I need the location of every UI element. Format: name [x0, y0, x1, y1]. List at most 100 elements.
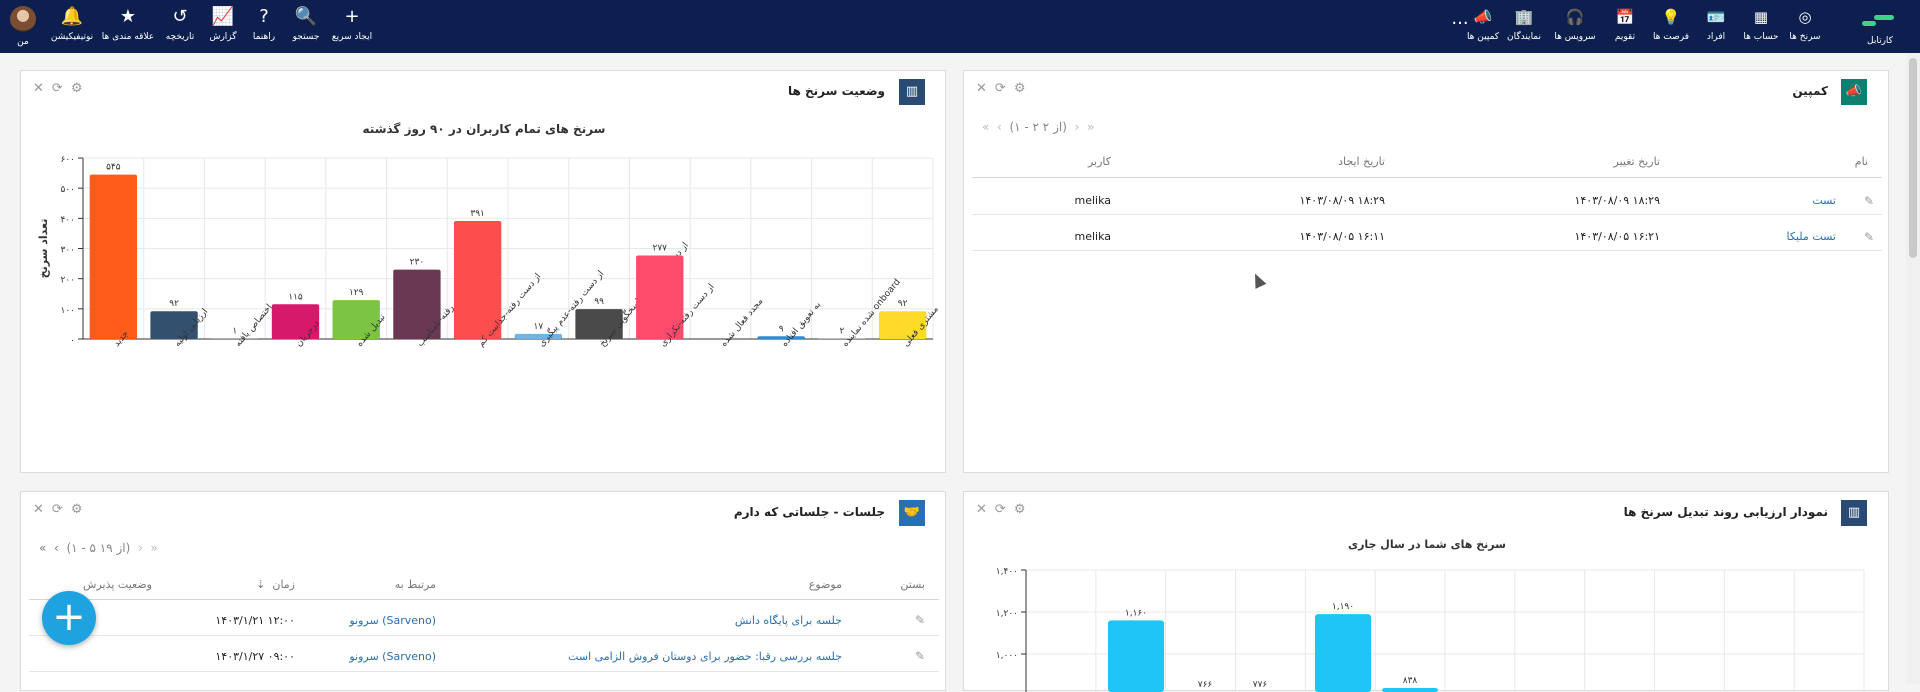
- y-tick-label: ۶۰۰: [60, 155, 75, 165]
- close-icon[interactable]: ✕: [33, 502, 52, 517]
- bar: [1108, 620, 1164, 692]
- panel-title: جلسات - جلساتی که دارم: [734, 505, 885, 519]
- meeting-related-link[interactable]: سرونو (Sarveno): [349, 650, 436, 663]
- prev-page-icon[interactable]: ‹: [997, 120, 1002, 134]
- bar-value-label: ۱,۱۶۰: [1125, 608, 1147, 618]
- col-created[interactable]: تاریخ ایجاد: [1338, 155, 1385, 168]
- modified-date: ۱۴۰۳/۰۸/۰۹ ۱۸:۲۹: [1574, 194, 1660, 207]
- star-icon: ★: [98, 6, 158, 28]
- refresh-icon[interactable]: ⟳: [52, 502, 71, 517]
- nav-label: ایجاد سریع: [322, 32, 382, 42]
- nav-star-button[interactable]: ★ علاقه مندی ها: [98, 6, 158, 42]
- pager: « ‹ (۱ - ۲ از ۲) › »: [982, 120, 1094, 134]
- meeting-related-link[interactable]: سرونو (Sarveno): [349, 614, 436, 627]
- edit-icon[interactable]: ✎: [1864, 194, 1874, 208]
- last-page-icon[interactable]: »: [150, 541, 157, 555]
- user-avatar[interactable]: [10, 6, 36, 32]
- close-icon[interactable]: ✕: [33, 81, 52, 96]
- col-subject[interactable]: موضوع: [809, 578, 842, 591]
- close-icon[interactable]: ✕: [976, 502, 995, 517]
- bar: [1315, 614, 1371, 692]
- refresh-icon[interactable]: ⟳: [52, 81, 71, 96]
- bar-value-label: ۱۲۹: [349, 288, 364, 298]
- bar-value-label: ۷۶۶: [1198, 680, 1213, 690]
- me-label[interactable]: من: [10, 37, 36, 47]
- y-axis-label: تعداد سرنخ: [37, 219, 50, 279]
- top-navbar: من 🔔نوتیفیکیشن★علاقه مندی ها↺تاریخچه📈گزا…: [0, 0, 1920, 53]
- refresh-icon[interactable]: ⟳: [995, 502, 1014, 517]
- edit-icon[interactable]: ✎: [1864, 230, 1874, 244]
- first-page-icon[interactable]: «: [39, 541, 46, 555]
- meeting-subject-link[interactable]: جلسه برای پایگاه دانش: [735, 614, 842, 627]
- gear-icon[interactable]: ⚙: [1014, 502, 1034, 517]
- module-target-button[interactable]: ◎ سرنخ ها: [1775, 6, 1835, 42]
- campaign-name-link[interactable]: تست ملیکا: [1787, 230, 1836, 243]
- col-name[interactable]: نام: [1855, 155, 1868, 168]
- close-icon[interactable]: ✕: [976, 81, 995, 96]
- pager-text: (۱ - ۵ از ۱۹): [66, 541, 130, 555]
- quick-add-fab-button[interactable]: +: [42, 591, 96, 645]
- bar-value-label: ۹۲: [169, 299, 179, 309]
- app-logo[interactable]: [1862, 12, 1894, 30]
- leads-status-panel: ▥ وضعیت سرنخ ها ✕⟳⚙ سرنخ های تمام کاربرا…: [20, 70, 946, 473]
- bar-value-label: ۱۱۵: [288, 292, 303, 302]
- next-page-icon[interactable]: ›: [138, 541, 143, 555]
- col-close[interactable]: بستن: [900, 578, 925, 591]
- col-time[interactable]: ⇣ زمان: [256, 578, 295, 591]
- panel-title: وضعیت سرنخ ها: [788, 84, 885, 98]
- bar: [758, 336, 805, 339]
- gear-icon[interactable]: ⚙: [1014, 81, 1034, 96]
- scrollbar-thumb[interactable]: [1909, 58, 1917, 258]
- panel-tools: ✕⟳⚙: [33, 81, 90, 96]
- meeting-subject-link[interactable]: جلسه بررسی رقبا: حضور برای دوستان فروش ا…: [568, 650, 842, 663]
- prev-page-icon[interactable]: ‹: [54, 541, 59, 555]
- bar: [818, 338, 865, 339]
- x-tick-label: اختصاص یافته: [233, 303, 274, 349]
- panel-title: کمپین: [1792, 84, 1828, 98]
- campaign-panel: 📣 کمپین ✕⟳⚙ « ‹ (۱ - ۲ از ۲) › » نام تار…: [963, 70, 1889, 473]
- lead-status-chart: سرنخ های تمام کاربران در ۹۰ روز گذشتهتعد…: [21, 111, 947, 451]
- col-modified[interactable]: تاریخ تغییر: [1614, 155, 1660, 168]
- user-name: melika: [1074, 194, 1111, 207]
- bar-chart-icon: ▥: [899, 79, 925, 105]
- lead-conversion-chart: سرنخ های شما در سال جاری۱,۴۰۰۱,۲۰۰۱,۰۰۰۱…: [964, 532, 1890, 692]
- edit-icon[interactable]: ✎: [915, 613, 925, 627]
- nav-plus-button[interactable]: +ایجاد سریع: [322, 6, 382, 42]
- handshake-icon: 🤝: [899, 500, 925, 526]
- pager-text: (۱ - ۲ از ۲): [1009, 120, 1066, 134]
- lead-conversion-panel: ▥ نمودار ارزیابی روند تبدیل سرنخ ها ✕⟳⚙ …: [963, 491, 1889, 691]
- created-date: ۱۴۰۳/۰۸/۰۹ ۱۸:۲۹: [1299, 194, 1385, 207]
- target-icon: ◎: [1775, 6, 1835, 28]
- col-related[interactable]: مرتبط به: [395, 578, 436, 591]
- col-acceptance[interactable]: وضعیت پذیرش: [83, 578, 152, 591]
- bar: [1382, 688, 1438, 692]
- meetings-panel: 🤝 جلسات - جلساتی که دارم ✕⟳⚙ « ‹ (۱ - ۵ …: [20, 491, 946, 691]
- edit-icon[interactable]: ✎: [915, 649, 925, 663]
- refresh-icon[interactable]: ⟳: [995, 81, 1014, 96]
- sort-icon[interactable]: ⇣: [256, 578, 265, 591]
- x-tick-label: به تعویق افتاده: [780, 300, 823, 349]
- bar-value-label: ۹۲: [898, 299, 908, 309]
- campaign-name-link[interactable]: تست: [1812, 194, 1836, 207]
- y-tick-label: ۱,۲۰۰: [996, 609, 1018, 619]
- module-label: کارتابل: [1850, 36, 1910, 46]
- pager: « ‹ (۱ - ۵ از ۱۹) › »: [39, 541, 158, 555]
- col-user[interactable]: کاربر: [1088, 155, 1111, 168]
- bar-value-label: ۵۴۵: [106, 163, 121, 173]
- modified-date: ۱۴۰۳/۰۸/۰۵ ۱۶:۲۱: [1574, 230, 1660, 243]
- gear-icon[interactable]: ⚙: [71, 502, 91, 517]
- nav-bell-button[interactable]: 🔔نوتیفیکیشن: [42, 6, 102, 42]
- y-tick-label: ۱,۰۰۰: [996, 651, 1018, 661]
- last-page-icon[interactable]: »: [1087, 120, 1094, 134]
- bar-value-label: ۸۳۸: [1403, 676, 1418, 686]
- bar-value-label: ۷۷۶: [1253, 680, 1268, 690]
- meeting-time: ۱۴۰۳/۱/۲۷ ۰۹:۰۰: [215, 650, 295, 663]
- bar-value-label: ۲۳۰: [410, 258, 425, 268]
- first-page-icon[interactable]: «: [982, 120, 989, 134]
- bar-value-label: ۹۹: [594, 297, 604, 307]
- y-tick-label: ۱,۴۰۰: [996, 567, 1018, 577]
- module-label: سرنخ ها: [1775, 32, 1835, 42]
- next-page-icon[interactable]: ›: [1075, 120, 1080, 134]
- nav-label: علاقه مندی ها: [98, 32, 158, 42]
- gear-icon[interactable]: ⚙: [71, 81, 91, 96]
